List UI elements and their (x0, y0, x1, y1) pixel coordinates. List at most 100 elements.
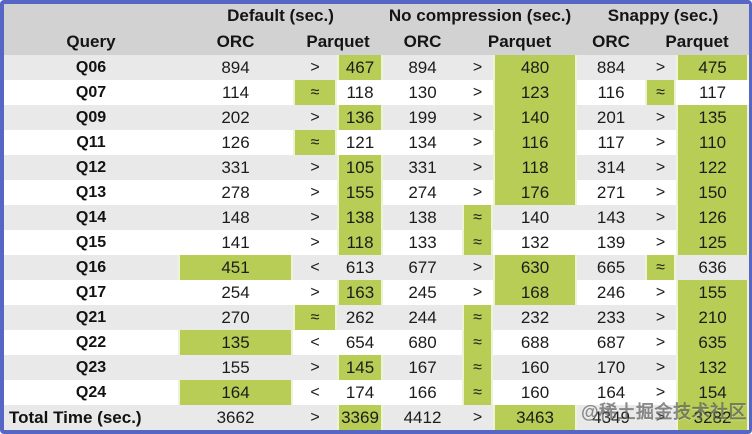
orc-value-cell: 278 (178, 180, 293, 205)
query-cell: Q24 (4, 380, 178, 405)
table-row: Q06 894 >467 894 >480 884 >475 (4, 55, 749, 80)
parquet-value-cell: 132 (676, 355, 749, 380)
orc-value-cell: 884 (577, 55, 646, 80)
group-header-row: Default (sec.) No compression (sec.) Snapp… (4, 4, 749, 28)
orc-value-cell: 665 (577, 255, 646, 280)
results-table-body: Default (sec.) No compression (sec.) Snapp… (4, 4, 749, 430)
comparison-cell: > (293, 55, 337, 80)
parquet-value-cell: 163 (337, 280, 384, 305)
table-row: Q11 126 ≈121 134 >116 117 >110 (4, 130, 749, 155)
parquet-value-cell: 636 (676, 255, 749, 280)
parquet-value-cell: 174 (337, 380, 384, 405)
comparison-cell: > (645, 230, 677, 255)
table-row: Q17 254 >163 245 >168 246 >155 (4, 280, 749, 305)
orc-value-cell: 164 (178, 380, 293, 405)
comparison-cell: ≈ (462, 230, 494, 255)
comparison-cell: > (645, 130, 677, 155)
comparison-cell: ≈ (462, 305, 494, 330)
comparison-cell: > (645, 105, 677, 130)
orc-value-cell: 117 (577, 130, 646, 155)
orc-value-cell: 246 (577, 280, 646, 305)
comparison-cell: > (645, 355, 677, 380)
orc-value-cell: 164 (577, 380, 646, 405)
query-cell: Q12 (4, 155, 178, 180)
query-cell: Q22 (4, 330, 178, 355)
total-row: Total Time (sec.) 3662 >3369 4412 >3463 4349 >… (4, 405, 749, 430)
orc-value-cell: 166 (383, 380, 463, 405)
orc-value-cell: 114 (178, 80, 293, 105)
orc-value-cell: 274 (383, 180, 463, 205)
parquet-value-cell: 125 (676, 230, 749, 255)
comparison-cell: ≈ (293, 130, 337, 155)
parquet-value-cell: 136 (337, 105, 384, 130)
orc-column-header: ORC (178, 28, 293, 55)
table-row: Q13 278 >155 274 >176 271 >150 (4, 180, 749, 205)
parquet-value-cell: 168 (493, 280, 578, 305)
comparison-cell: ≈ (293, 305, 337, 330)
parquet-value-cell: 3282 (676, 405, 749, 430)
parquet-value-cell: 3463 (493, 405, 578, 430)
parquet-value-cell: 118 (493, 155, 578, 180)
orc-value-cell: 199 (383, 105, 463, 130)
orc-value-cell: 4349 (577, 405, 646, 430)
table-row: Q12 331 >105 331 >118 314 >122 (4, 155, 749, 180)
comparison-cell: > (293, 205, 337, 230)
comparison-cell: > (645, 305, 677, 330)
orc-value-cell: 201 (577, 105, 646, 130)
table-row: Q07 114 ≈118 130 >123 116 ≈117 (4, 80, 749, 105)
comparison-cell: > (645, 155, 677, 180)
comparison-cell: ≈ (645, 255, 677, 280)
table-row: Q24 164 <174 166 ≈160 164 >154 (4, 380, 749, 405)
parquet-value-cell: 140 (493, 105, 578, 130)
comparison-cell: > (293, 280, 337, 305)
query-cell: Q15 (4, 230, 178, 255)
query-cell: Q07 (4, 80, 178, 105)
parquet-value-cell: 150 (676, 180, 749, 205)
parquet-value-cell: 154 (676, 380, 749, 405)
orc-value-cell: 3662 (178, 405, 293, 430)
query-cell: Q06 (4, 55, 178, 80)
parquet-value-cell: 116 (493, 130, 578, 155)
parquet-value-cell: 480 (493, 55, 578, 80)
comparison-cell: > (645, 55, 677, 80)
orc-value-cell: 254 (178, 280, 293, 305)
orc-value-cell: 680 (383, 330, 463, 355)
parquet-value-cell: 210 (676, 305, 749, 330)
comparison-cell: > (293, 405, 337, 430)
comparison-cell: > (462, 80, 494, 105)
orc-value-cell: 133 (383, 230, 463, 255)
comparison-cell: > (645, 405, 677, 430)
parquet-value-cell: 118 (337, 230, 384, 255)
orc-value-cell: 155 (178, 355, 293, 380)
orc-value-cell: 331 (383, 155, 463, 180)
parquet-value-cell: 126 (676, 205, 749, 230)
orc-value-cell: 245 (383, 280, 463, 305)
parquet-value-cell: 630 (493, 255, 578, 280)
orc-value-cell: 894 (383, 55, 463, 80)
comparison-cell: > (462, 105, 494, 130)
table-row: Q23 155 >145 167 ≈160 170 >132 (4, 355, 749, 380)
orc-value-cell: 116 (577, 80, 646, 105)
orc-value-cell: 126 (178, 130, 293, 155)
orc-value-cell: 677 (383, 255, 463, 280)
query-cell: Q14 (4, 205, 178, 230)
table-row: Q16 451 <613 677 >630 665 ≈636 (4, 255, 749, 280)
table-row: Q21 270 ≈262 244 ≈232 233 >210 (4, 305, 749, 330)
table-row: Q14 148 >138 138 ≈140 143 >126 (4, 205, 749, 230)
comparison-cell: ≈ (462, 330, 494, 355)
comparison-cell: ≈ (462, 205, 494, 230)
parquet-value-cell: 155 (337, 180, 384, 205)
parquet-value-cell: 121 (337, 130, 384, 155)
orc-value-cell: 202 (178, 105, 293, 130)
orc-value-cell: 270 (178, 305, 293, 330)
parquet-value-cell: 117 (676, 80, 749, 105)
comparison-cell: ≈ (462, 380, 494, 405)
comparison-cell: < (293, 255, 337, 280)
comparison-cell: > (645, 280, 677, 305)
query-cell: Q23 (4, 355, 178, 380)
parquet-value-cell: 3369 (337, 405, 384, 430)
comparison-cell: > (293, 155, 337, 180)
query-cell: Q17 (4, 280, 178, 305)
orc-column-header: ORC (577, 28, 646, 55)
